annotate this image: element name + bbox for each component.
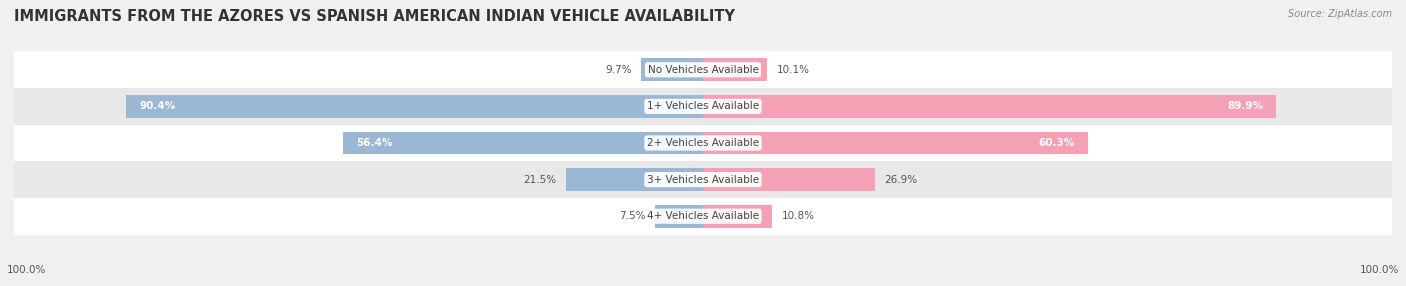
Text: IMMIGRANTS FROM THE AZORES VS SPANISH AMERICAN INDIAN VEHICLE AVAILABILITY: IMMIGRANTS FROM THE AZORES VS SPANISH AM… [14,9,735,23]
Bar [703,95,1277,118]
Text: 2+ Vehicles Available: 2+ Vehicles Available [647,138,759,148]
Text: 100.0%: 100.0% [1360,265,1399,275]
Bar [14,125,1392,161]
Text: 4+ Vehicles Available: 4+ Vehicles Available [647,211,759,221]
Bar [14,198,1392,235]
Text: Source: ZipAtlas.com: Source: ZipAtlas.com [1288,9,1392,19]
Text: 60.3%: 60.3% [1039,138,1076,148]
Bar [127,95,703,118]
Bar [703,168,875,191]
Text: 3+ Vehicles Available: 3+ Vehicles Available [647,175,759,184]
Text: 90.4%: 90.4% [139,102,176,111]
Text: 56.4%: 56.4% [356,138,392,148]
Bar [14,88,1392,125]
Bar [655,205,703,228]
Text: 100.0%: 100.0% [7,265,46,275]
Text: 1+ Vehicles Available: 1+ Vehicles Available [647,102,759,111]
Bar [14,161,1392,198]
Text: 26.9%: 26.9% [884,175,917,184]
Bar [641,58,703,81]
Bar [565,168,703,191]
Bar [703,205,772,228]
Text: 21.5%: 21.5% [523,175,557,184]
Bar [343,132,703,154]
Text: 9.7%: 9.7% [605,65,631,75]
Text: 10.1%: 10.1% [778,65,810,75]
Bar [703,132,1088,154]
Text: 10.8%: 10.8% [782,211,814,221]
Text: 7.5%: 7.5% [619,211,645,221]
Text: No Vehicles Available: No Vehicles Available [648,65,758,75]
Text: 89.9%: 89.9% [1227,102,1264,111]
Bar [14,51,1392,88]
Bar [703,58,768,81]
